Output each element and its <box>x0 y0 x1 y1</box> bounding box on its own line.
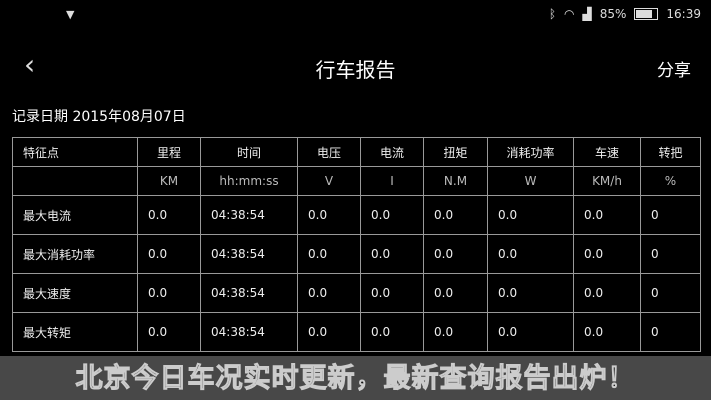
table-row-cell: 0.0 <box>360 273 424 313</box>
table-row-cell: 04:38:54 <box>200 312 298 352</box>
table-row-cell: 0.0 <box>137 312 201 352</box>
table-row-cell: 0.0 <box>423 312 488 352</box>
table-row-cell: 0 <box>640 273 701 313</box>
table-row: 最大速度 0.0 04:38:54 0.0 0.0 0.0 0.0 0.0 0 <box>12 273 701 313</box>
table-row-cell: 0 <box>640 234 701 274</box>
unit-cell: KM/h <box>573 166 641 196</box>
bluetooth-icon: ᛒ <box>548 7 557 21</box>
table-row-cell: 最大转矩 <box>12 312 138 352</box>
table-row-cell: 0.0 <box>297 312 361 352</box>
unit-cell: KM <box>137 166 201 196</box>
battery-percent: 85% <box>599 7 627 21</box>
table-row-cell: 0.0 <box>487 273 574 313</box>
table-row: 最大消耗功率 0.0 04:38:54 0.0 0.0 0.0 0.0 0.0 0 <box>12 234 701 274</box>
report-table: 特征点 里程 时间 电压 电流 扭矩 消耗功率 车速 转把 KM hh:mm:ss V I N.M W KM/… <box>12 137 701 352</box>
table-row-cell: 0.0 <box>137 234 201 274</box>
table-row-cell: 最大电流 <box>12 195 138 235</box>
header-row-cell: 消耗功率 <box>487 137 574 167</box>
share-button[interactable]: 分享 <box>657 61 691 81</box>
record-date: 记录日期 2015年08月07日 <box>12 109 186 125</box>
unit-cell: hh:mm:ss <box>200 166 298 196</box>
table-row: 最大转矩 0.0 04:38:54 0.0 0.0 0.0 0.0 0.0 0 <box>12 312 701 352</box>
unit-cell: N.M <box>423 166 488 196</box>
wifi-icon: ◠ <box>564 7 575 21</box>
table-row-cell: 0.0 <box>360 195 424 235</box>
table-row: 最大电流 0.0 04:38:54 0.0 0.0 0.0 0.0 0.0 0 <box>12 195 701 235</box>
header-row-cell: 电流 <box>360 137 424 167</box>
table-row-cell: 04:38:54 <box>200 234 298 274</box>
table-row-cell: 0.0 <box>423 195 488 235</box>
table-row-cell: 最大消耗功率 <box>12 234 138 274</box>
unit-cell <box>12 166 138 196</box>
table-row-cell: 0 <box>640 195 701 235</box>
table-row-cell: 0.0 <box>137 273 201 313</box>
table-row-cell: 0.0 <box>360 312 424 352</box>
table-row-cell: 04:38:54 <box>200 273 298 313</box>
table-row-cell: 0 <box>640 312 701 352</box>
table-row-cell: 0.0 <box>573 312 641 352</box>
table-row-cell: 0.0 <box>487 312 574 352</box>
table-row-cell: 0.0 <box>297 273 361 313</box>
table-row-cell: 最大速度 <box>12 273 138 313</box>
table-row-cell: 0.0 <box>423 273 488 313</box>
unit-cell: V <box>297 166 361 196</box>
clock: 16:39 <box>666 7 701 21</box>
header-row-cell: 扭矩 <box>423 137 488 167</box>
header-row-cell: 时间 <box>200 137 298 167</box>
app-logo-icon: ▼ <box>66 8 75 21</box>
table-row-cell: 0.0 <box>573 273 641 313</box>
header-row-cell: 特征点 <box>12 137 138 167</box>
table-row-cell: 0.0 <box>573 195 641 235</box>
unit-cell: I <box>360 166 424 196</box>
table-row-cell: 0.0 <box>137 195 201 235</box>
table-row-cell: 0.0 <box>487 234 574 274</box>
unit-cell: % <box>640 166 701 196</box>
table-row-cell: 0.0 <box>360 234 424 274</box>
table-row-cell: 0.0 <box>297 234 361 274</box>
unit-cell: W <box>487 166 574 196</box>
unit-row: KM hh:mm:ss V I N.M W KM/h% <box>12 166 701 196</box>
header-row-cell: 电压 <box>297 137 361 167</box>
header-row-cell: 里程 <box>137 137 201 167</box>
header-row-cell: 转把 <box>640 137 701 167</box>
battery-icon <box>634 8 659 20</box>
banner-text: 北京今日车况实时更新，最新查询报告出炉！ <box>75 362 636 394</box>
header-row: 特征点 里程 时间 电压 电流 扭矩 消耗功率 车速 转把 <box>12 137 701 167</box>
page-title: 行车报告 <box>315 58 396 82</box>
table-row-cell: 0.0 <box>423 234 488 274</box>
table-row-cell: 0.0 <box>487 195 574 235</box>
app-bar: ‹ 行车报告 分享 <box>0 40 711 92</box>
back-button[interactable]: ‹ <box>24 48 36 81</box>
table-row-cell: 04:38:54 <box>200 195 298 235</box>
news-banner: 北京今日车况实时更新，最新查询报告出炉！ <box>0 356 711 400</box>
table-row-cell: 0.0 <box>297 195 361 235</box>
table-row-cell: 0.0 <box>573 234 641 274</box>
header-row-cell: 车速 <box>573 137 641 167</box>
signal-icon: ▟ <box>582 7 592 21</box>
status-bar: ▼ ᛒ ◠ ▟ 85% 16:39 <box>0 0 711 30</box>
